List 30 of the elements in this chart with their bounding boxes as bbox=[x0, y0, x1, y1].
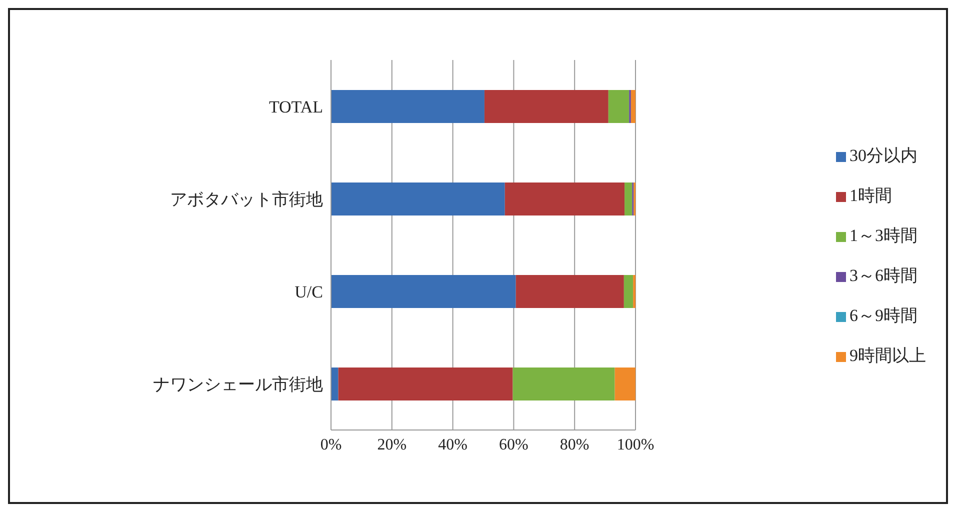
bar bbox=[624, 275, 634, 308]
x-tick-label: 0% bbox=[320, 436, 342, 454]
legend-label: 1～3時間 bbox=[850, 226, 918, 245]
legend-label: 6～9時間 bbox=[850, 306, 918, 325]
bar bbox=[484, 90, 608, 123]
y-tick-label: ナワンシェール市街地 bbox=[153, 374, 323, 394]
bar bbox=[504, 182, 625, 216]
bar bbox=[608, 90, 630, 123]
bar bbox=[630, 90, 636, 123]
x-tick-label: 80% bbox=[560, 436, 590, 454]
bar bbox=[516, 275, 624, 308]
legend-label: 3～6時間 bbox=[850, 266, 918, 285]
bar bbox=[624, 182, 632, 216]
bar bbox=[331, 368, 338, 400]
bar bbox=[614, 368, 636, 400]
x-tick-label: 40% bbox=[438, 436, 468, 454]
x-tick-label: 60% bbox=[499, 436, 528, 454]
bar bbox=[331, 275, 516, 308]
legend-label: 30分以内 bbox=[850, 146, 918, 165]
bar bbox=[331, 90, 484, 123]
legend-label: 9時間以上 bbox=[850, 346, 926, 365]
y-tick-label: TOTAL bbox=[268, 97, 323, 116]
x-tick-label: 100% bbox=[616, 436, 654, 454]
y-tick-label: U/C bbox=[294, 282, 323, 302]
bar bbox=[512, 368, 615, 400]
bar bbox=[331, 182, 505, 216]
y-tick-label: アボタバット市街地 bbox=[170, 190, 323, 209]
bar bbox=[338, 368, 513, 400]
legend-label: 1時間 bbox=[850, 186, 892, 205]
x-tick-label: 20% bbox=[377, 436, 407, 454]
